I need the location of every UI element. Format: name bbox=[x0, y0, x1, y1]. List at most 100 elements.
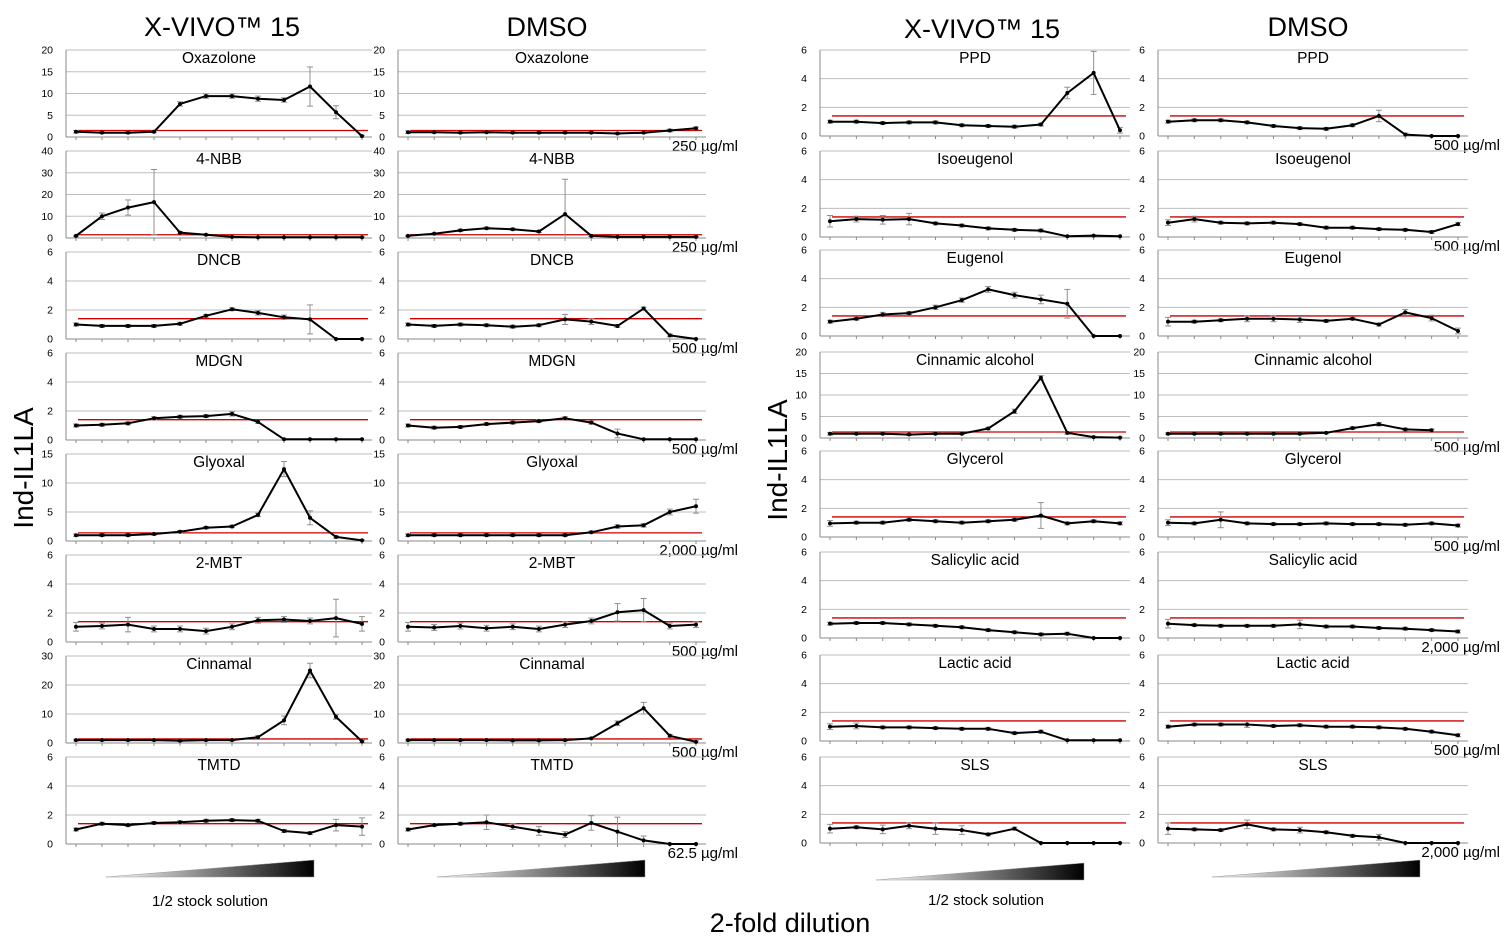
panel-title: DNCB bbox=[530, 252, 574, 269]
data-point bbox=[204, 94, 208, 99]
x-axis-label: 2-fold dilution bbox=[710, 908, 871, 938]
data-point bbox=[510, 420, 515, 425]
data-point bbox=[694, 126, 698, 131]
data-point bbox=[1429, 841, 1434, 845]
panel-left-xvivo-6: 0 2 4 6 2-MBT bbox=[47, 550, 372, 649]
series-line bbox=[408, 505, 697, 537]
data-point bbox=[589, 233, 594, 238]
data-point bbox=[152, 532, 156, 537]
data-point bbox=[1166, 621, 1170, 626]
data-point bbox=[1403, 626, 1408, 631]
data-point bbox=[256, 512, 260, 517]
data-point bbox=[563, 212, 568, 217]
data-point bbox=[256, 235, 260, 240]
data-point bbox=[1192, 722, 1197, 727]
y-tick-label: 6 bbox=[1139, 547, 1145, 559]
data-point bbox=[334, 110, 338, 115]
data-point bbox=[282, 828, 286, 833]
data-point bbox=[1065, 738, 1070, 743]
panel-title: Glyoxal bbox=[193, 454, 245, 471]
series-line bbox=[75, 412, 362, 441]
data-point bbox=[1245, 316, 1250, 321]
y-tick-label: 10 bbox=[373, 211, 385, 223]
data-point bbox=[1297, 828, 1302, 833]
data-point bbox=[1350, 522, 1355, 527]
data-point bbox=[74, 423, 78, 428]
y-tick-label: 4 bbox=[379, 579, 385, 591]
data-point bbox=[230, 624, 234, 629]
panel-right-dmso-5: 0 2 4 6 Glycerol 500 µg/ml bbox=[1139, 446, 1500, 556]
gradient-label-right: 1/2 stock solution bbox=[928, 892, 1044, 909]
concentration-label: 2,000 µg/ml bbox=[659, 542, 738, 559]
data-point bbox=[1218, 517, 1223, 522]
y-tick-label: 2 bbox=[1139, 809, 1145, 821]
data-point bbox=[615, 829, 620, 834]
data-point bbox=[256, 818, 260, 823]
data-point bbox=[1245, 221, 1250, 226]
y-tick-label: 2 bbox=[801, 604, 807, 616]
data-point bbox=[1038, 632, 1043, 637]
data-point bbox=[986, 123, 991, 128]
data-point bbox=[204, 738, 208, 743]
data-point bbox=[1038, 841, 1043, 845]
data-point bbox=[694, 842, 698, 846]
y-tick-label: 0 bbox=[47, 233, 53, 245]
data-point bbox=[74, 233, 78, 238]
y-tick-label: 30 bbox=[41, 651, 53, 663]
data-point bbox=[282, 437, 286, 442]
data-point bbox=[641, 838, 646, 843]
data-point bbox=[880, 520, 885, 525]
y-tick-label: 0 bbox=[801, 838, 807, 850]
panel-left-xvivo-8: 0 2 4 6 TMTD bbox=[47, 752, 372, 851]
panel-title: Cinnamal bbox=[186, 656, 251, 673]
data-point bbox=[334, 235, 338, 240]
data-point bbox=[1065, 91, 1070, 95]
y-tick-label: 6 bbox=[1139, 446, 1145, 458]
panel-right-xvivo-2: 0 2 4 6 Isoeugenol bbox=[801, 146, 1130, 244]
y-tick-label: 6 bbox=[1139, 650, 1145, 662]
y-tick-label: 0 bbox=[801, 433, 807, 445]
data-point bbox=[432, 323, 437, 328]
data-point bbox=[1350, 225, 1355, 230]
y-tick-label: 0 bbox=[801, 131, 807, 143]
y-tick-label: 6 bbox=[801, 45, 807, 57]
data-point bbox=[1456, 222, 1460, 227]
data-point bbox=[1403, 310, 1408, 315]
data-point bbox=[484, 738, 489, 743]
panel-title: Eugenol bbox=[1285, 250, 1342, 267]
panel-left-xvivo-1: 0 5 10 15 20 Oxazolone bbox=[41, 45, 372, 144]
data-point bbox=[1245, 120, 1250, 125]
data-point bbox=[308, 618, 312, 623]
data-point bbox=[880, 827, 885, 832]
data-point bbox=[694, 622, 698, 627]
gradient-label-left: 1/2 stock solution bbox=[152, 893, 268, 910]
y-tick-label: 2 bbox=[1139, 604, 1145, 616]
data-point bbox=[986, 426, 991, 431]
data-point bbox=[1091, 233, 1096, 238]
y-tick-label: 4 bbox=[801, 678, 807, 690]
data-point bbox=[1166, 319, 1170, 324]
data-point bbox=[1118, 234, 1122, 239]
data-point bbox=[907, 622, 912, 627]
data-point bbox=[667, 624, 672, 629]
data-point bbox=[986, 226, 991, 231]
series-line bbox=[75, 85, 363, 137]
data-point bbox=[1091, 738, 1096, 743]
y-tick-label: 2 bbox=[1139, 203, 1145, 215]
y-tick-label: 0 bbox=[379, 637, 385, 649]
data-point bbox=[256, 96, 260, 101]
data-point bbox=[406, 423, 410, 428]
data-point bbox=[589, 820, 594, 825]
data-point bbox=[854, 119, 859, 124]
concentration-label: 250 µg/ml bbox=[672, 138, 738, 155]
data-point bbox=[1012, 731, 1017, 736]
data-point bbox=[828, 521, 832, 526]
data-point bbox=[828, 724, 832, 729]
data-point bbox=[100, 624, 104, 629]
series-line bbox=[829, 218, 1121, 238]
data-point bbox=[959, 726, 964, 731]
y-tick-label: 0 bbox=[47, 536, 53, 548]
data-point bbox=[1324, 126, 1329, 131]
y-tick-label: 6 bbox=[801, 752, 807, 764]
data-point bbox=[360, 538, 364, 543]
